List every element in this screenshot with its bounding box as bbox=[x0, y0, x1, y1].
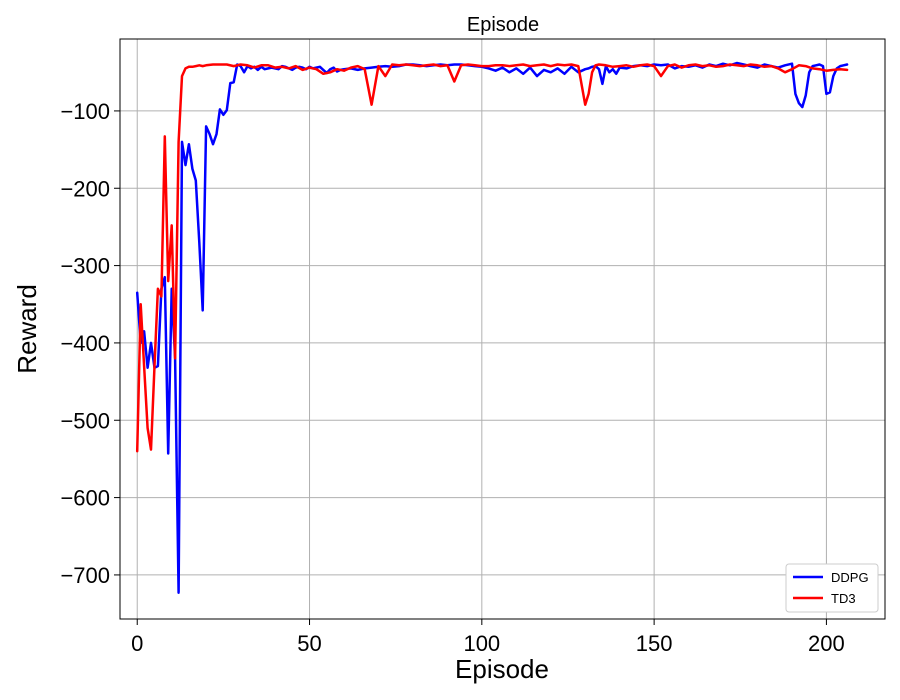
y-tick-label: −300 bbox=[60, 254, 110, 279]
legend-label-td3: TD3 bbox=[831, 591, 856, 606]
y-tick-label: −400 bbox=[60, 331, 110, 356]
x-tick-label: 50 bbox=[297, 631, 321, 656]
x-tick-label: 200 bbox=[808, 631, 845, 656]
x-tick-label: 0 bbox=[131, 631, 143, 656]
series-line-td3 bbox=[135, 63, 849, 453]
legend-label-ddpg: DDPG bbox=[831, 570, 869, 585]
legend: DDPG TD3 bbox=[785, 563, 879, 613]
y-axis-label: Reward bbox=[12, 284, 42, 374]
x-tick-label: 100 bbox=[463, 631, 500, 656]
grid-lines bbox=[120, 39, 885, 619]
y-tick-label: −100 bbox=[60, 99, 110, 124]
y-tick-label: −700 bbox=[60, 563, 110, 588]
series-layer bbox=[135, 61, 849, 594]
y-tick-label: −200 bbox=[60, 176, 110, 201]
y-tick-label: −600 bbox=[60, 486, 110, 511]
chart-title: Episode bbox=[467, 14, 539, 36]
x-axis-label: Episode bbox=[455, 654, 549, 684]
plot-frame bbox=[119, 38, 886, 620]
series-line-ddpg bbox=[135, 61, 849, 594]
axis-ticks: 0 50 100 150 200 −700 −600 −500 −400 −300 −200 −100 bbox=[60, 99, 844, 656]
x-tick-label: 150 bbox=[636, 631, 673, 656]
y-tick-label: −500 bbox=[60, 408, 110, 433]
